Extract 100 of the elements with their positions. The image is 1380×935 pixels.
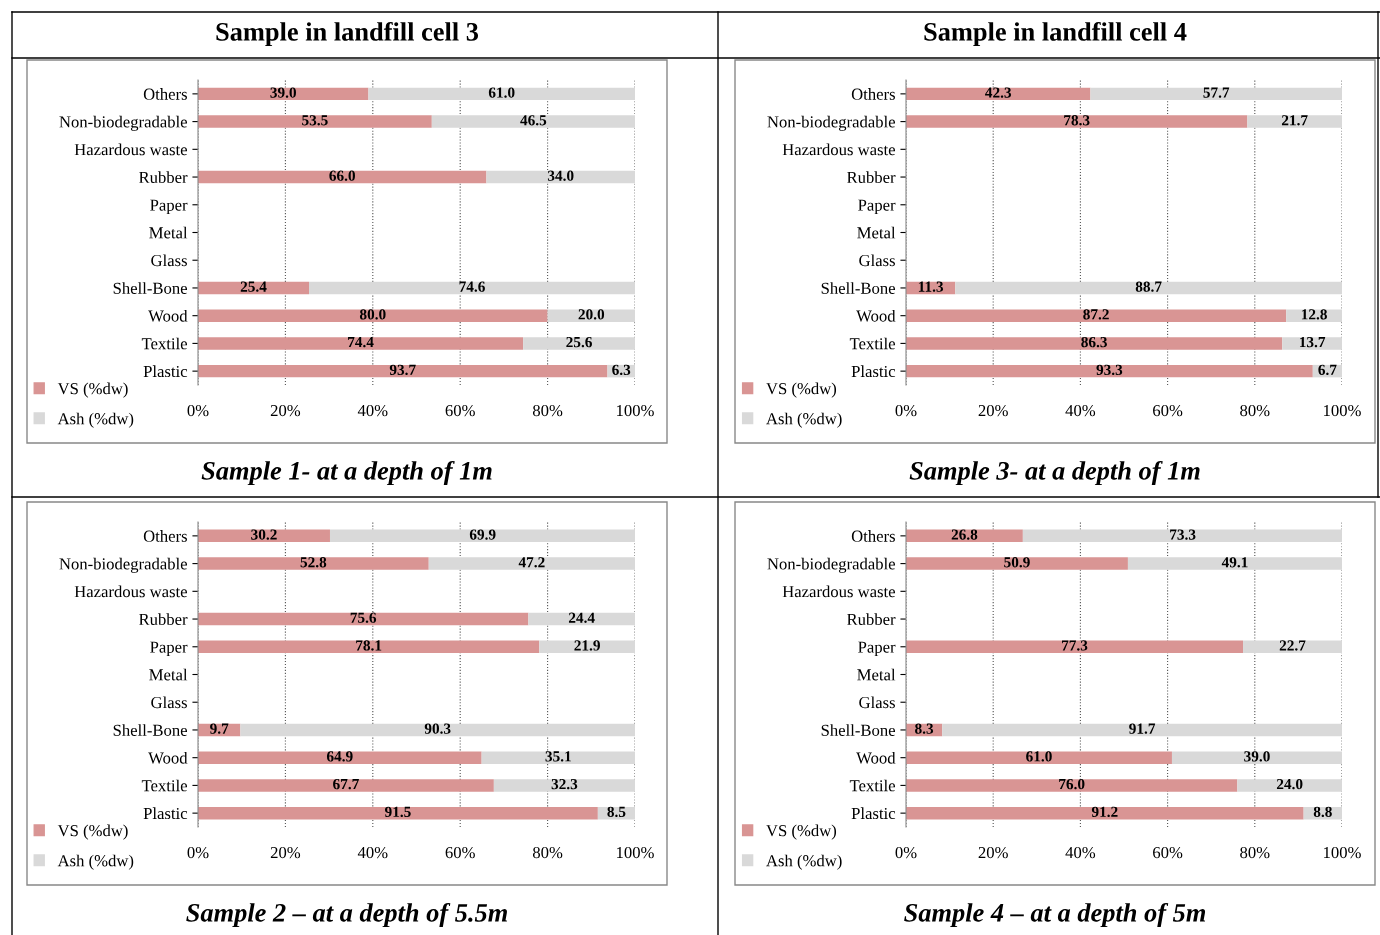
y-tick-label: Hazardous waste	[74, 585, 187, 598]
y-tick-label: Paper	[150, 641, 188, 657]
data-label: 73.3	[1170, 529, 1196, 540]
data-label: 61.0	[1026, 751, 1052, 762]
y-tick-label: Plastic	[851, 365, 896, 378]
data-label: 11.3	[918, 281, 944, 292]
y-tick-label: Shell-Bone	[821, 282, 896, 294]
data-label: 6.7	[1318, 364, 1337, 376]
data-label: 74.4	[348, 337, 374, 348]
bar	[198, 87, 369, 101]
y-tick-label: Paper	[858, 199, 896, 215]
bar	[198, 364, 608, 378]
y-tick-label: Glass	[859, 696, 895, 709]
data-label: 76.0	[1059, 778, 1085, 790]
x-tick-label: 100%	[1324, 846, 1361, 859]
bar	[240, 723, 635, 737]
data-label: 78.3	[1064, 115, 1090, 126]
data-label: 69.9	[469, 529, 496, 540]
x-tick-label: 40%	[1065, 404, 1096, 417]
y-tick-label: Others	[851, 88, 895, 100]
y-tick-label: Glass	[859, 254, 895, 267]
bar	[955, 281, 1342, 295]
bar	[481, 751, 635, 764]
x-tick-label: 20%	[978, 404, 1008, 417]
bar	[906, 557, 1128, 570]
y-tick-label: Paper	[858, 641, 896, 657]
data-label: 46.5	[520, 115, 547, 126]
x-tick-label: 0%	[895, 846, 917, 859]
bar	[547, 309, 635, 322]
bar	[942, 723, 1342, 737]
bar	[906, 779, 1238, 792]
y-tick-label: Wood	[856, 751, 896, 764]
data-label: 21.9	[574, 640, 600, 651]
y-tick-label: Non-biodegradable	[59, 115, 187, 131]
y-tick-label: Non-biodegradable	[767, 115, 895, 131]
bar	[198, 529, 330, 543]
x-tick-label: 100%	[617, 846, 654, 859]
bar	[309, 281, 635, 295]
y-tick-label: Hazardous waste	[74, 143, 187, 156]
bar	[1243, 640, 1342, 654]
text: Sample 2 – at a depth of 5.5m	[186, 902, 507, 928]
y-tick-label: Metal	[149, 226, 188, 239]
x-tick-label: 100%	[1324, 404, 1361, 417]
data-label: 67.7	[333, 778, 359, 790]
bar	[198, 779, 494, 792]
data-label: 88.7	[1135, 281, 1162, 292]
y-tick-label: Metal	[857, 226, 896, 239]
bar	[906, 640, 1244, 654]
data-label: 75.6	[350, 612, 377, 623]
data-label: 47.2	[518, 557, 545, 568]
x-tick-label: 100%	[617, 404, 654, 417]
bar	[198, 170, 487, 184]
data-label: 66.0	[329, 170, 355, 181]
data-label: 91.5	[384, 806, 411, 818]
bar	[198, 751, 482, 764]
y-tick-label: Shell-Bone	[113, 724, 188, 736]
y-tick-label: Non-biodegradable	[767, 557, 895, 573]
y-tick-label: Rubber	[847, 171, 896, 183]
y-tick-label: Rubber	[139, 171, 188, 183]
data-label: 61.0	[488, 87, 515, 98]
data-label: 30.2	[251, 529, 277, 540]
data-label: 20.0	[578, 309, 605, 320]
data-label: 50.9	[1004, 557, 1030, 568]
bar	[1282, 337, 1342, 350]
bar	[486, 170, 635, 184]
legend-label: VS (%dw)	[766, 824, 837, 840]
data-label: 90.3	[424, 723, 451, 734]
x-tick-label: 40%	[357, 846, 388, 859]
y-tick-label: Shell-Bone	[113, 282, 188, 294]
y-tick-label: Textile	[141, 779, 188, 792]
x-tick-label: 20%	[978, 846, 1008, 859]
x-tick-label: 0%	[187, 404, 209, 417]
y-tick-label: Non-biodegradable	[59, 557, 187, 573]
y-tick-label: Rubber	[139, 613, 188, 625]
x-tick-label: 80%	[1240, 846, 1270, 859]
data-label: 39.0	[1244, 751, 1270, 762]
y-tick-label: Shell-Bone	[821, 724, 896, 736]
data-label: 8.8	[1313, 806, 1332, 818]
y-tick-label: Hazardous waste	[782, 585, 895, 598]
y-tick-label: Wood	[148, 751, 188, 764]
bar	[198, 309, 548, 322]
x-tick-label: 60%	[445, 846, 475, 859]
data-label: 53.5	[302, 115, 328, 126]
data-label: 93.7	[389, 364, 416, 376]
data-label: 25.6	[566, 336, 592, 348]
legend-label: Ash (%dw)	[766, 412, 842, 428]
bar	[428, 557, 635, 570]
y-tick-label: Plastic	[143, 365, 188, 378]
x-tick-label: 20%	[270, 846, 301, 859]
data-label: 77.3	[1062, 640, 1088, 651]
bar	[198, 337, 524, 350]
data-label: 24.4	[568, 612, 595, 623]
data-label: 52.8	[300, 557, 327, 568]
data-label: 35.1	[545, 751, 571, 762]
data-label: 87.2	[1083, 309, 1109, 320]
bar	[906, 806, 1304, 820]
bar	[198, 640, 540, 654]
data-label: 91.2	[1091, 806, 1118, 818]
data-label: 78.1	[356, 640, 382, 651]
data-label: 12.8	[1301, 309, 1327, 320]
